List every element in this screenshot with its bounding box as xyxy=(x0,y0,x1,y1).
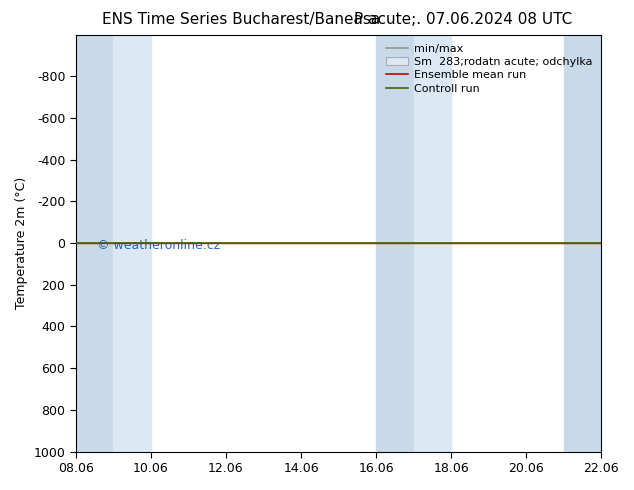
Legend: min/max, Sm  283;rodatn acute; odchylka, Ensemble mean run, Controll run: min/max, Sm 283;rodatn acute; odchylka, … xyxy=(383,40,595,98)
Bar xyxy=(76,35,113,452)
Text: © weatheronline.cz: © weatheronline.cz xyxy=(97,239,220,252)
Bar xyxy=(413,35,451,452)
Text: ENS Time Series Bucharest/Baneasa: ENS Time Series Bucharest/Baneasa xyxy=(102,12,380,27)
Bar xyxy=(113,35,151,452)
Y-axis label: Temperature 2m (°C): Temperature 2m (°C) xyxy=(15,177,28,309)
Bar xyxy=(564,35,601,452)
Bar xyxy=(376,35,413,452)
Text: P acute;. 07.06.2024 08 UTC: P acute;. 07.06.2024 08 UTC xyxy=(354,12,572,27)
